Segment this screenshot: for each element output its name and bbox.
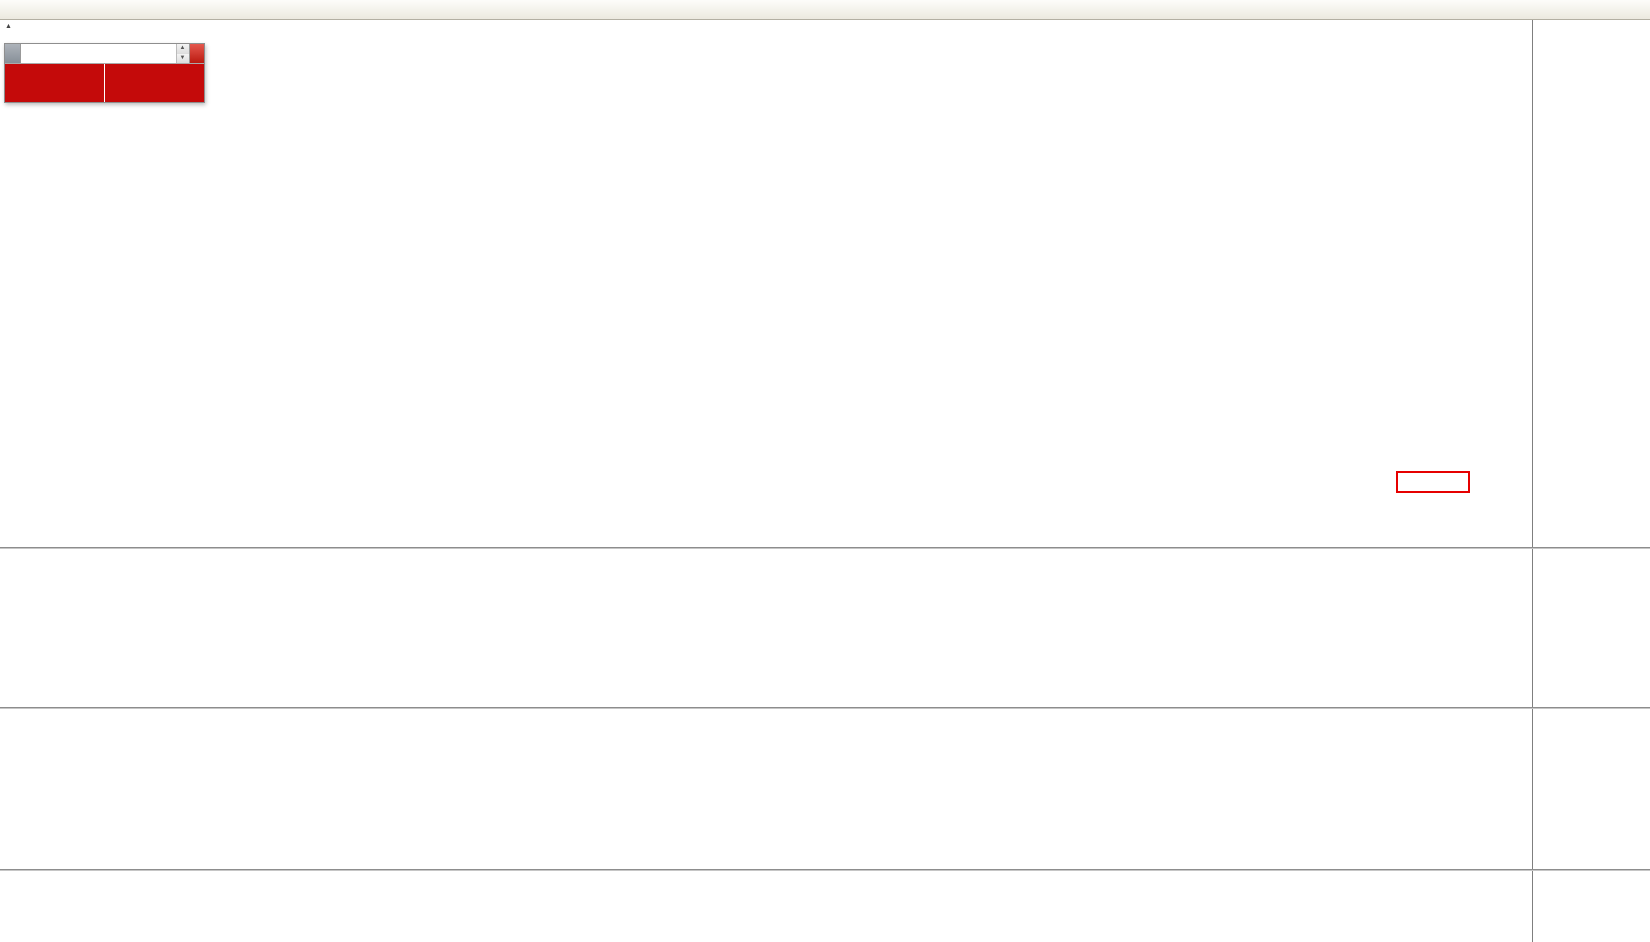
price-axis[interactable] (1532, 20, 1650, 942)
sell-button[interactable] (5, 44, 20, 63)
time-axis[interactable] (0, 871, 1532, 942)
volume-input[interactable] (20, 44, 176, 63)
rsi-label (3, 711, 8, 722)
macd-label (3, 551, 13, 562)
panel-splitter[interactable] (0, 547, 1650, 549)
buy-button[interactable] (189, 44, 204, 63)
panel-splitter[interactable] (0, 869, 1650, 871)
trade-widget-top-row: ▲ ▼ (5, 44, 204, 64)
support-price-label[interactable] (1396, 471, 1470, 493)
symbol-header: ▲ (5, 23, 47, 30)
toolbar (0, 0, 1650, 20)
one-click-trading-widget: ▲ ▼ (4, 43, 205, 103)
volume-up-button[interactable]: ▲ (176, 44, 189, 54)
volume-spinner: ▲ ▼ (175, 44, 189, 63)
price-chart[interactable] (0, 20, 1532, 547)
macd-panel[interactable] (0, 549, 1532, 707)
oneclick-collapse-icon[interactable]: ▲ (5, 23, 12, 30)
buy-price-panel[interactable] (105, 64, 204, 102)
panel-splitter[interactable] (0, 707, 1650, 709)
trade-widget-prices (5, 64, 204, 102)
sell-price-panel[interactable] (5, 64, 104, 102)
volume-box: ▲ ▼ (19, 44, 190, 63)
volume-down-button[interactable]: ▼ (176, 53, 189, 63)
rsi-panel[interactable] (0, 709, 1532, 869)
